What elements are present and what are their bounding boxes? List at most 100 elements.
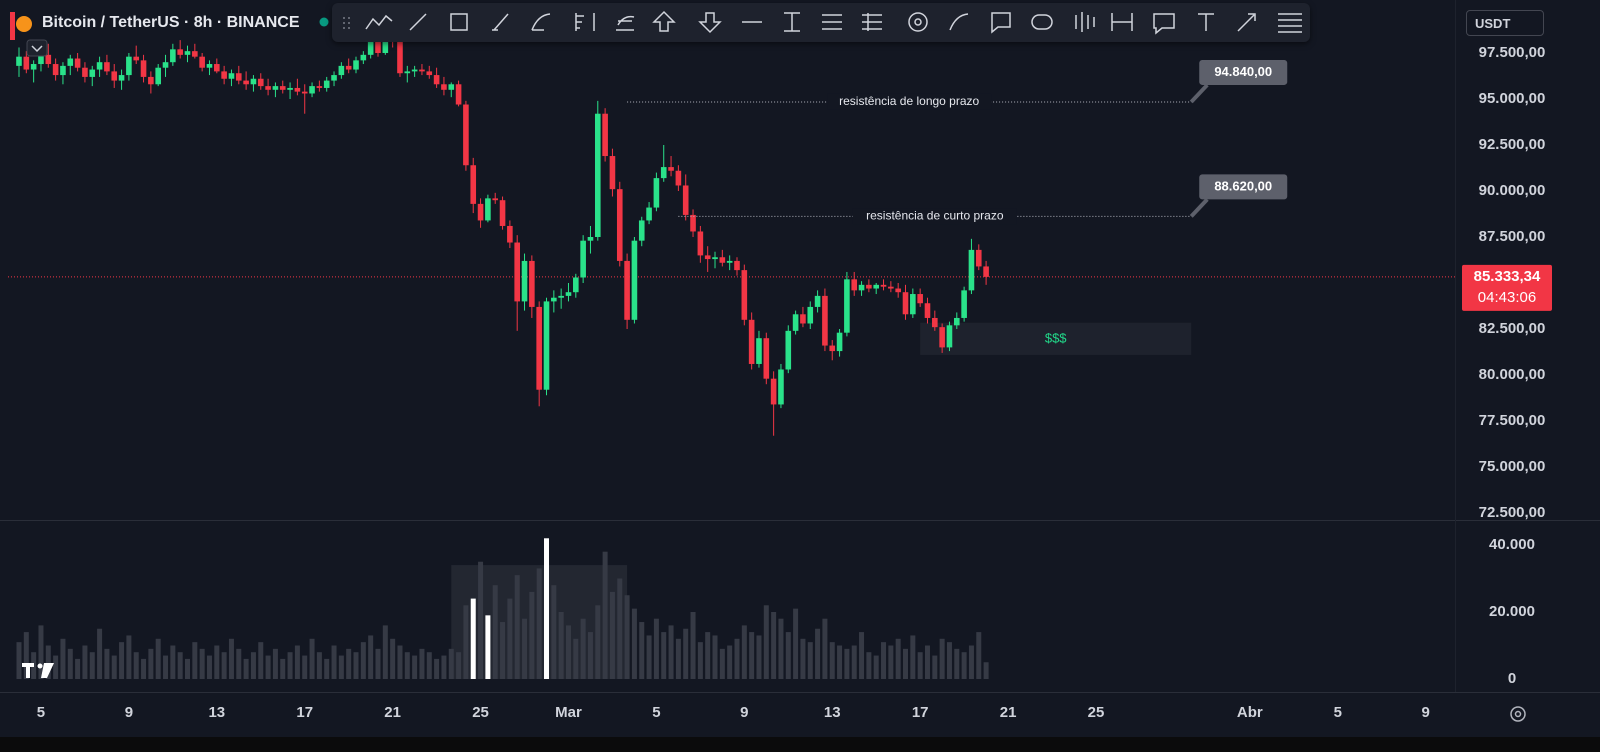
- candle-body: [975, 249, 982, 267]
- candle-body: [983, 266, 989, 277]
- candle-body: [573, 277, 579, 293]
- volume-bar: [280, 658, 286, 679]
- candle-body: [111, 71, 118, 81]
- candle-body: [939, 327, 945, 348]
- volume-bar: [221, 652, 227, 679]
- volume-bar: [390, 638, 396, 679]
- settings-icon[interactable]: [1510, 706, 1526, 722]
- tool-arrow-up[interactable]: [652, 10, 676, 32]
- tool-note[interactable]: [1031, 14, 1053, 30]
- candle-body: [419, 69, 425, 72]
- tool-fib[interactable]: [575, 13, 595, 31]
- tool-callout[interactable]: [991, 12, 1011, 34]
- gear-ring: [1510, 706, 1526, 722]
- symbol-title[interactable]: Bitcoin / TetherUS · 8h · BINANCE: [42, 14, 300, 31]
- tool-rectangle[interactable]: [450, 13, 468, 31]
- volume-bar: [683, 628, 689, 679]
- candle-body: [96, 62, 103, 70]
- candle-body: [331, 75, 337, 81]
- candle-body: [668, 167, 674, 171]
- tool-text[interactable]: [1198, 13, 1214, 31]
- volume-tick-label: 40.000: [1489, 536, 1535, 553]
- candle-body: [631, 240, 638, 320]
- x-tick-label: 5: [652, 704, 660, 721]
- x-tick-label: 5: [37, 704, 45, 721]
- candle-body: [118, 75, 125, 81]
- volume-bar: [250, 652, 256, 679]
- tool-comment[interactable]: [1153, 13, 1175, 35]
- annotation-label: resistência de longo prazo: [839, 94, 979, 108]
- candle-body: [844, 279, 850, 333]
- volume-bar: [397, 645, 403, 679]
- candle-body: [323, 80, 330, 88]
- volume-bar: [228, 638, 234, 679]
- candle-body: [873, 284, 879, 289]
- volume-bar: [653, 618, 659, 679]
- candle-body: [602, 113, 608, 157]
- candle-body: [565, 292, 572, 296]
- candle-body: [250, 78, 257, 85]
- y-tick-label: 75.000,00: [1479, 458, 1546, 475]
- tool-circle[interactable]: [908, 12, 928, 32]
- tool-curve[interactable]: [949, 13, 969, 31]
- candle-body: [946, 325, 953, 348]
- x-tick-label: 13: [208, 704, 225, 721]
- volume-bar: [141, 658, 147, 679]
- candle-body: [719, 257, 726, 263]
- volume-bar: [565, 625, 571, 679]
- tool-path[interactable]: [365, 14, 393, 30]
- candle-body: [382, 32, 389, 53]
- annotation-label: resistência de curto prazo: [866, 209, 1004, 223]
- tool-menu[interactable]: [1278, 13, 1302, 33]
- volume-bar: [602, 551, 608, 679]
- collapse-chevron: [31, 45, 43, 53]
- candle-body: [170, 49, 176, 63]
- tool-channel[interactable]: [822, 14, 842, 30]
- candle-body: [660, 167, 667, 179]
- collapse-button[interactable]: [26, 39, 48, 57]
- price-zone: [920, 322, 1192, 355]
- volume-bar: [126, 635, 132, 679]
- candle-body: [23, 56, 30, 70]
- callout-box: [1199, 174, 1288, 200]
- candle-body: [616, 189, 623, 261]
- candle-body: [697, 231, 704, 256]
- tool-ray[interactable]: [492, 13, 509, 31]
- currency-select[interactable]: USDT: [1466, 10, 1544, 36]
- candle-body: [917, 294, 923, 304]
- tool-bars[interactable]: [1075, 12, 1095, 32]
- candle-body: [770, 378, 777, 405]
- volume-bar: [38, 625, 44, 679]
- volume-bar: [265, 655, 271, 679]
- volume-bar: [485, 615, 491, 679]
- candle-body: [712, 257, 718, 260]
- tool-pitchfork[interactable]: [616, 15, 635, 31]
- candle-body: [792, 314, 799, 331]
- tool-arrow-down[interactable]: [698, 12, 722, 34]
- volume-bar: [873, 655, 879, 679]
- volume-bar: [119, 642, 125, 679]
- volume-bar: [859, 632, 865, 679]
- tool-arrow[interactable]: [1237, 13, 1256, 32]
- tool-trendline[interactable]: [409, 13, 427, 31]
- candle-body: [375, 41, 381, 53]
- y-tick-label: 77.500,00: [1479, 412, 1546, 429]
- tool-date-range[interactable]: [1111, 13, 1133, 31]
- candle-body: [763, 338, 770, 379]
- candle-body: [309, 86, 315, 94]
- tool-brush[interactable]: [531, 13, 551, 31]
- candle-body: [748, 319, 755, 364]
- tool-range[interactable]: [784, 12, 800, 32]
- tool-position[interactable]: [862, 13, 882, 31]
- candle-body: [778, 369, 784, 405]
- volume-bar: [631, 608, 637, 679]
- candle-body: [814, 295, 821, 307]
- volume-bar: [272, 648, 278, 679]
- volume-bar: [412, 655, 418, 679]
- volume-bar: [294, 645, 300, 679]
- candle-body: [301, 91, 308, 94]
- drag-handle[interactable]: [343, 17, 350, 29]
- candle-body: [45, 54, 52, 65]
- candle-body: [514, 242, 520, 302]
- volume-bar: [104, 648, 110, 679]
